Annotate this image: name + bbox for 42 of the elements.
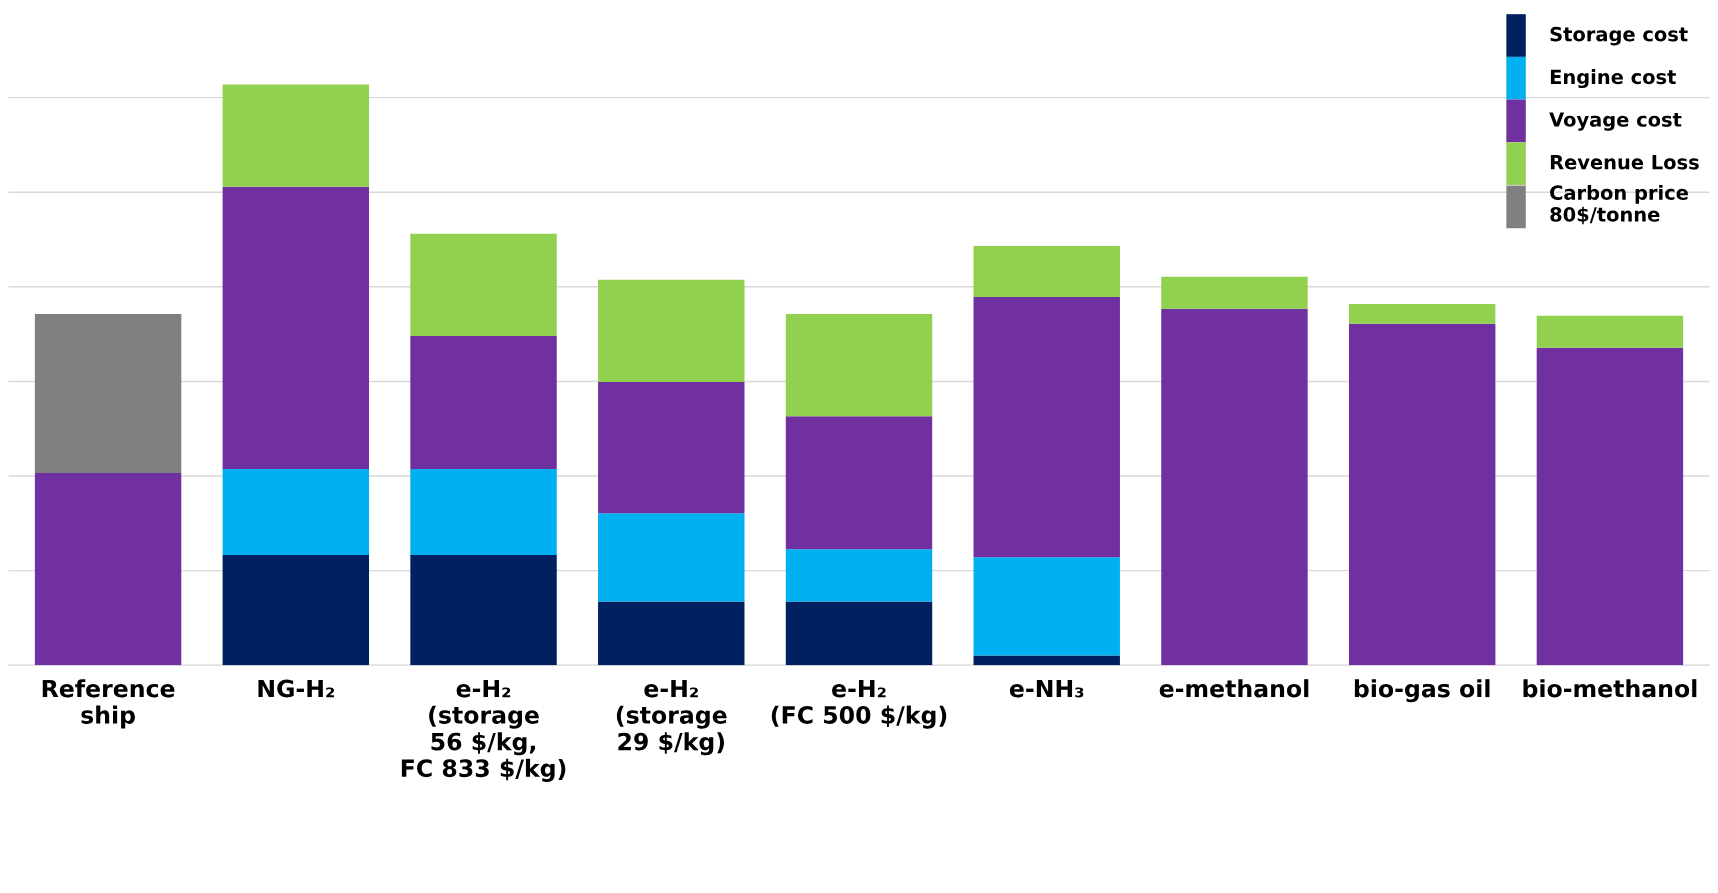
bar [785, 416, 933, 550]
bar [598, 513, 745, 602]
bar [973, 655, 1120, 666]
bar [1161, 276, 1308, 309]
bar [598, 279, 745, 382]
x-tick-label: e-NH₃ [1009, 679, 1084, 698]
legend-label: Voyage cost [1549, 112, 1682, 131]
legend-label: Engine cost [1550, 69, 1676, 89]
bar [973, 246, 1120, 298]
bar [222, 469, 370, 555]
bar [598, 381, 745, 514]
x-tick-label: e-methanol [1159, 679, 1309, 698]
legend-label: Carbon price 80$/tonne [1550, 184, 1688, 225]
bar [34, 473, 182, 666]
x-tick-label: Reference ship [42, 679, 175, 729]
bar [598, 601, 745, 666]
bar [973, 557, 1120, 656]
x-tick-label: NG-H₂ [258, 679, 335, 698]
bar [410, 469, 557, 555]
x-tick-label: bio-gas oil [1354, 679, 1490, 703]
bar [410, 233, 557, 337]
bar [34, 313, 182, 474]
x-tick-label: e-H₂ (storage 29 $/kg) [616, 679, 727, 756]
bar [222, 186, 370, 469]
bar [1161, 308, 1308, 666]
x-tick-label: e-H₂ (FC 500 $/kg) [771, 679, 947, 729]
bar [222, 84, 370, 187]
x-tick-label: bio-methanol [1523, 679, 1697, 698]
legend-label: Revenue Loss [1550, 155, 1699, 170]
bar [1348, 304, 1496, 324]
bar [973, 297, 1120, 558]
bar [1536, 347, 1684, 666]
bar [785, 601, 933, 666]
bar [410, 554, 557, 666]
bar [410, 336, 557, 469]
bar [1536, 315, 1684, 348]
bar [222, 554, 370, 666]
bar [785, 313, 933, 417]
x-tick-label: e-H₂ (storage 56 $/kg, FC 833 $/kg) [401, 679, 566, 782]
legend-label: Storage cost [1550, 26, 1688, 46]
bar [1348, 323, 1496, 666]
bar [785, 549, 933, 602]
